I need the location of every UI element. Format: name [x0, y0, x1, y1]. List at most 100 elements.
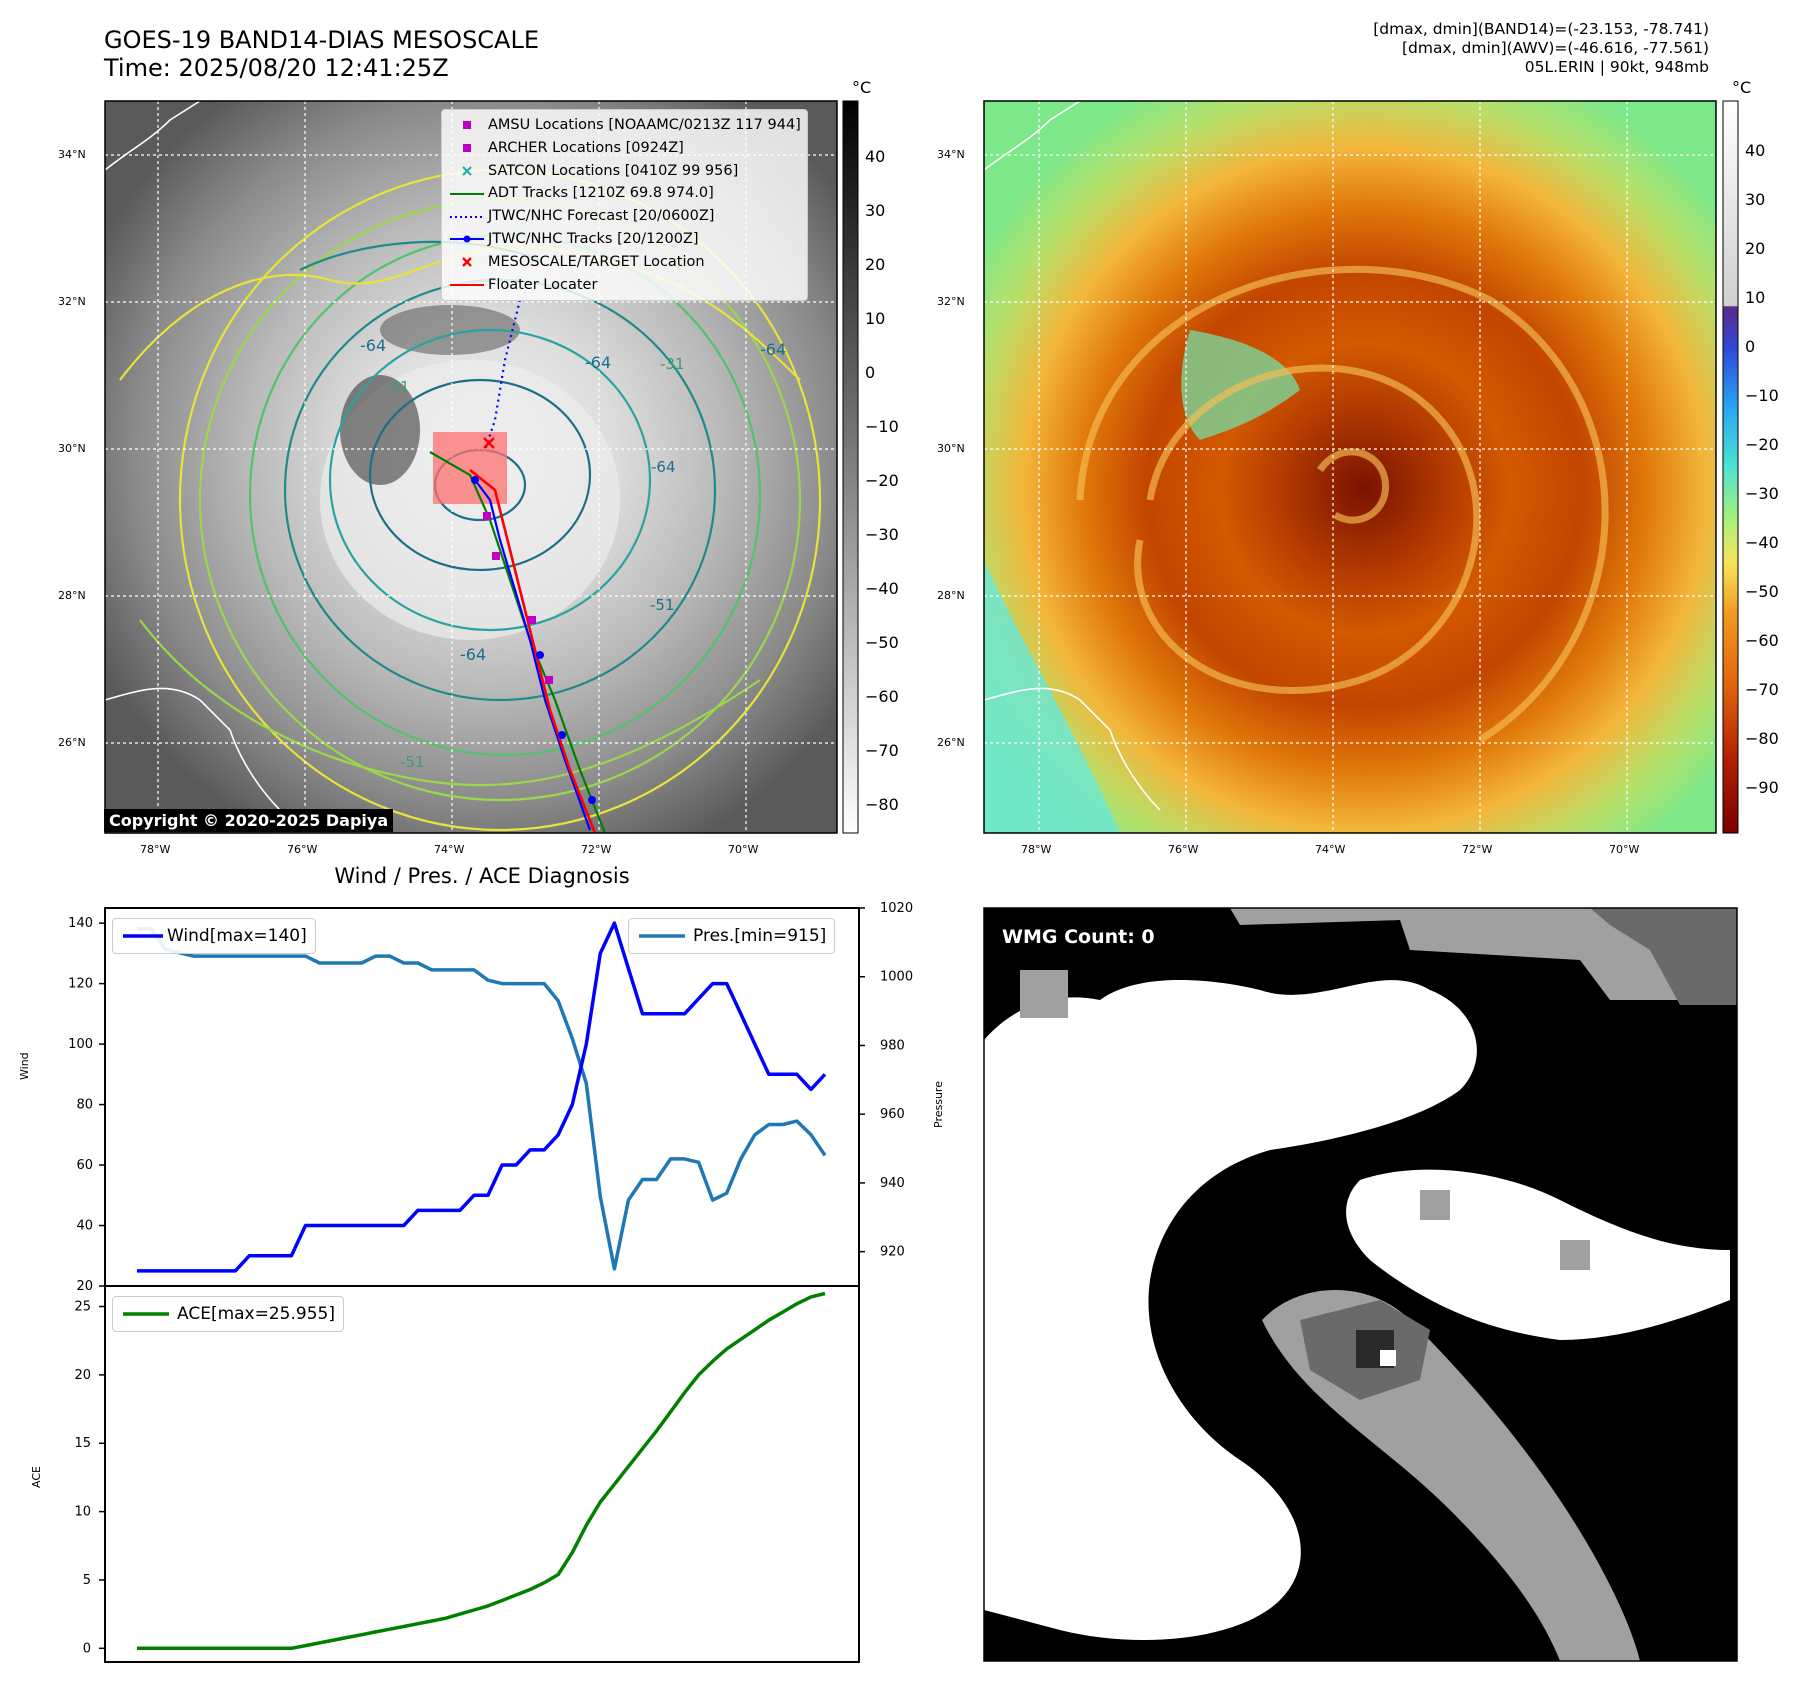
- amsu-points: [483, 512, 553, 684]
- wind-tick-label: 100: [68, 1037, 93, 1052]
- wind-legend: Wind[max=140]: [112, 918, 316, 954]
- x-marker-icon: [462, 257, 472, 268]
- map-legend: AMSU Locations [NOAAMC/0213Z 117 944] AR…: [441, 109, 808, 302]
- pressure-series-line: [137, 926, 827, 1271]
- colorbar-tick: −30: [1745, 484, 1779, 503]
- square-marker-icon: [463, 121, 471, 130]
- ir-lat-label: 34°N: [58, 148, 86, 161]
- wv-lat-label: 32°N: [937, 295, 965, 308]
- stats-line-1: [dmax, dmin](BAND14)=(-23.153, -78.741): [1373, 20, 1709, 38]
- colorbar-tick: −80: [865, 795, 899, 814]
- legend-item-archer: ARCHER Locations [0924Z]: [448, 137, 801, 160]
- colorbar-tick: −40: [865, 579, 899, 598]
- legend-item-adt: ADT Tracks [1210Z 69.8 974.0]: [448, 182, 801, 205]
- ace-axis-label: ACE: [30, 1466, 43, 1488]
- wind-axis-label: Wind: [18, 1052, 31, 1080]
- figure-title: GOES-19 BAND14-DIAS MESOSCALE Time: 2025…: [104, 26, 539, 82]
- ace-tick-label: 0: [83, 1641, 91, 1656]
- nhc-track: [474, 479, 592, 831]
- colorbar-tick: −90: [1745, 778, 1779, 797]
- stats-line-3: 05L.ERIN | 90kt, 948mb: [1524, 58, 1709, 76]
- contour-label: -64: [360, 336, 387, 355]
- ace-tick-label: 20: [74, 1368, 91, 1383]
- contour-label: -64: [651, 458, 676, 476]
- ace-tick-label: 25: [74, 1300, 91, 1315]
- wv-coastline: [984, 101, 1161, 811]
- wv-lon-label: 76°W: [1168, 843, 1199, 856]
- ir-coastline: [105, 101, 281, 811]
- colorbar-tick: 0: [865, 363, 876, 382]
- ir-lat-label: 28°N: [58, 589, 86, 602]
- wind-line-icon: [123, 934, 163, 938]
- wv-lat-label: 34°N: [937, 148, 965, 161]
- colorbar-tick: 30: [1745, 190, 1766, 209]
- ir-lon-label: 78°W: [140, 843, 171, 856]
- line-marker-icon: [450, 283, 484, 286]
- colorbar-tick: −60: [865, 687, 899, 706]
- wind-tick-label: 80: [76, 1098, 93, 1113]
- title-line-2: Time: 2025/08/20 12:41:25Z: [104, 54, 449, 82]
- wind-tick-label: 20: [76, 1279, 93, 1294]
- pressure-tick-label: 1000: [880, 970, 913, 985]
- ir-lon-label: 72°W: [581, 843, 612, 856]
- line-marker-icon: [450, 192, 484, 195]
- colorbar-tick: 0: [1745, 337, 1756, 356]
- target-mark: [483, 437, 495, 449]
- colorbar-gray: [842, 100, 859, 834]
- colorbar-tick: −70: [1745, 680, 1779, 699]
- colorbar-tick: −50: [865, 633, 899, 652]
- colorbar-tick: 10: [1745, 288, 1766, 307]
- contour-label: -64: [585, 353, 612, 372]
- ace-line-icon: [123, 1312, 169, 1316]
- contour-label: -64: [760, 340, 787, 359]
- wv-lon-label: 70°W: [1609, 843, 1640, 856]
- wind-tick-label: 140: [68, 916, 93, 931]
- wv-grid: [984, 101, 1716, 833]
- ir-lat-label: 30°N: [58, 442, 86, 455]
- colorbar-tick: −80: [1745, 729, 1779, 748]
- ir-lon-label: 76°W: [287, 843, 318, 856]
- wv-lon-label: 72°W: [1462, 843, 1493, 856]
- floater-track: [469, 468, 597, 833]
- colorbar-tick: 40: [1745, 141, 1766, 160]
- ace-tick-label: 15: [74, 1436, 91, 1451]
- contour-label: -31: [660, 355, 685, 373]
- pressure-line-icon: [639, 934, 685, 938]
- pressure-tick-label: 940: [880, 1176, 905, 1191]
- pressure-tick-label: 960: [880, 1107, 905, 1122]
- ace-frame: [104, 1285, 860, 1663]
- ace-legend: ACE[max=25.955]: [112, 1296, 344, 1332]
- colorbar-tick: 30: [865, 201, 886, 220]
- pressure-tick-label: 1020: [880, 901, 913, 916]
- colorbar-tick: −40: [1745, 533, 1779, 552]
- contour-label: -31: [385, 378, 410, 396]
- legend-item-floater: Floater Locater: [448, 274, 801, 297]
- contour-label: -64: [460, 645, 487, 664]
- colorbar-tick: 10: [865, 309, 886, 328]
- wind-series-line: [137, 921, 827, 1273]
- colorbar-tick: −50: [1745, 582, 1779, 601]
- colorbar-tick: −30: [865, 525, 899, 544]
- wv-lat-label: 26°N: [937, 736, 965, 749]
- wind-pressure-frame: [104, 907, 860, 1287]
- ir-lat-label: 32°N: [58, 295, 86, 308]
- colorbar-tick: −70: [865, 741, 899, 760]
- ir-lat-label: 26°N: [58, 736, 86, 749]
- wv-lon-label: 74°W: [1315, 843, 1346, 856]
- ir-lon-label: 70°W: [728, 843, 759, 856]
- wv-image: [984, 101, 1716, 833]
- copyright-badge: Copyright © 2020-2025 Dapiya: [104, 809, 394, 832]
- stats-line-2: [dmax, dmin](AWV)=(-46.616, -77.561): [1402, 39, 1709, 57]
- legend-item-amsu: AMSU Locations [NOAAMC/0213Z 117 944]: [448, 114, 801, 137]
- legend-item-tracks: JTWC/NHC Tracks [20/1200Z]: [448, 228, 801, 251]
- pressure-legend: Pres.[min=915]: [628, 918, 836, 954]
- legend-item-forecast: JTWC/NHC Forecast [20/0600Z]: [448, 205, 801, 228]
- colorbar-color: [1722, 100, 1739, 834]
- nhc-track-points: [471, 476, 596, 804]
- pressure-tick-label: 920: [880, 1245, 905, 1260]
- colorbar-tick: 20: [1745, 239, 1766, 258]
- wv-lat-label: 28°N: [937, 589, 965, 602]
- ace-tick-label: 5: [83, 1573, 91, 1588]
- pressure-axis-label: Pressure: [932, 1081, 945, 1128]
